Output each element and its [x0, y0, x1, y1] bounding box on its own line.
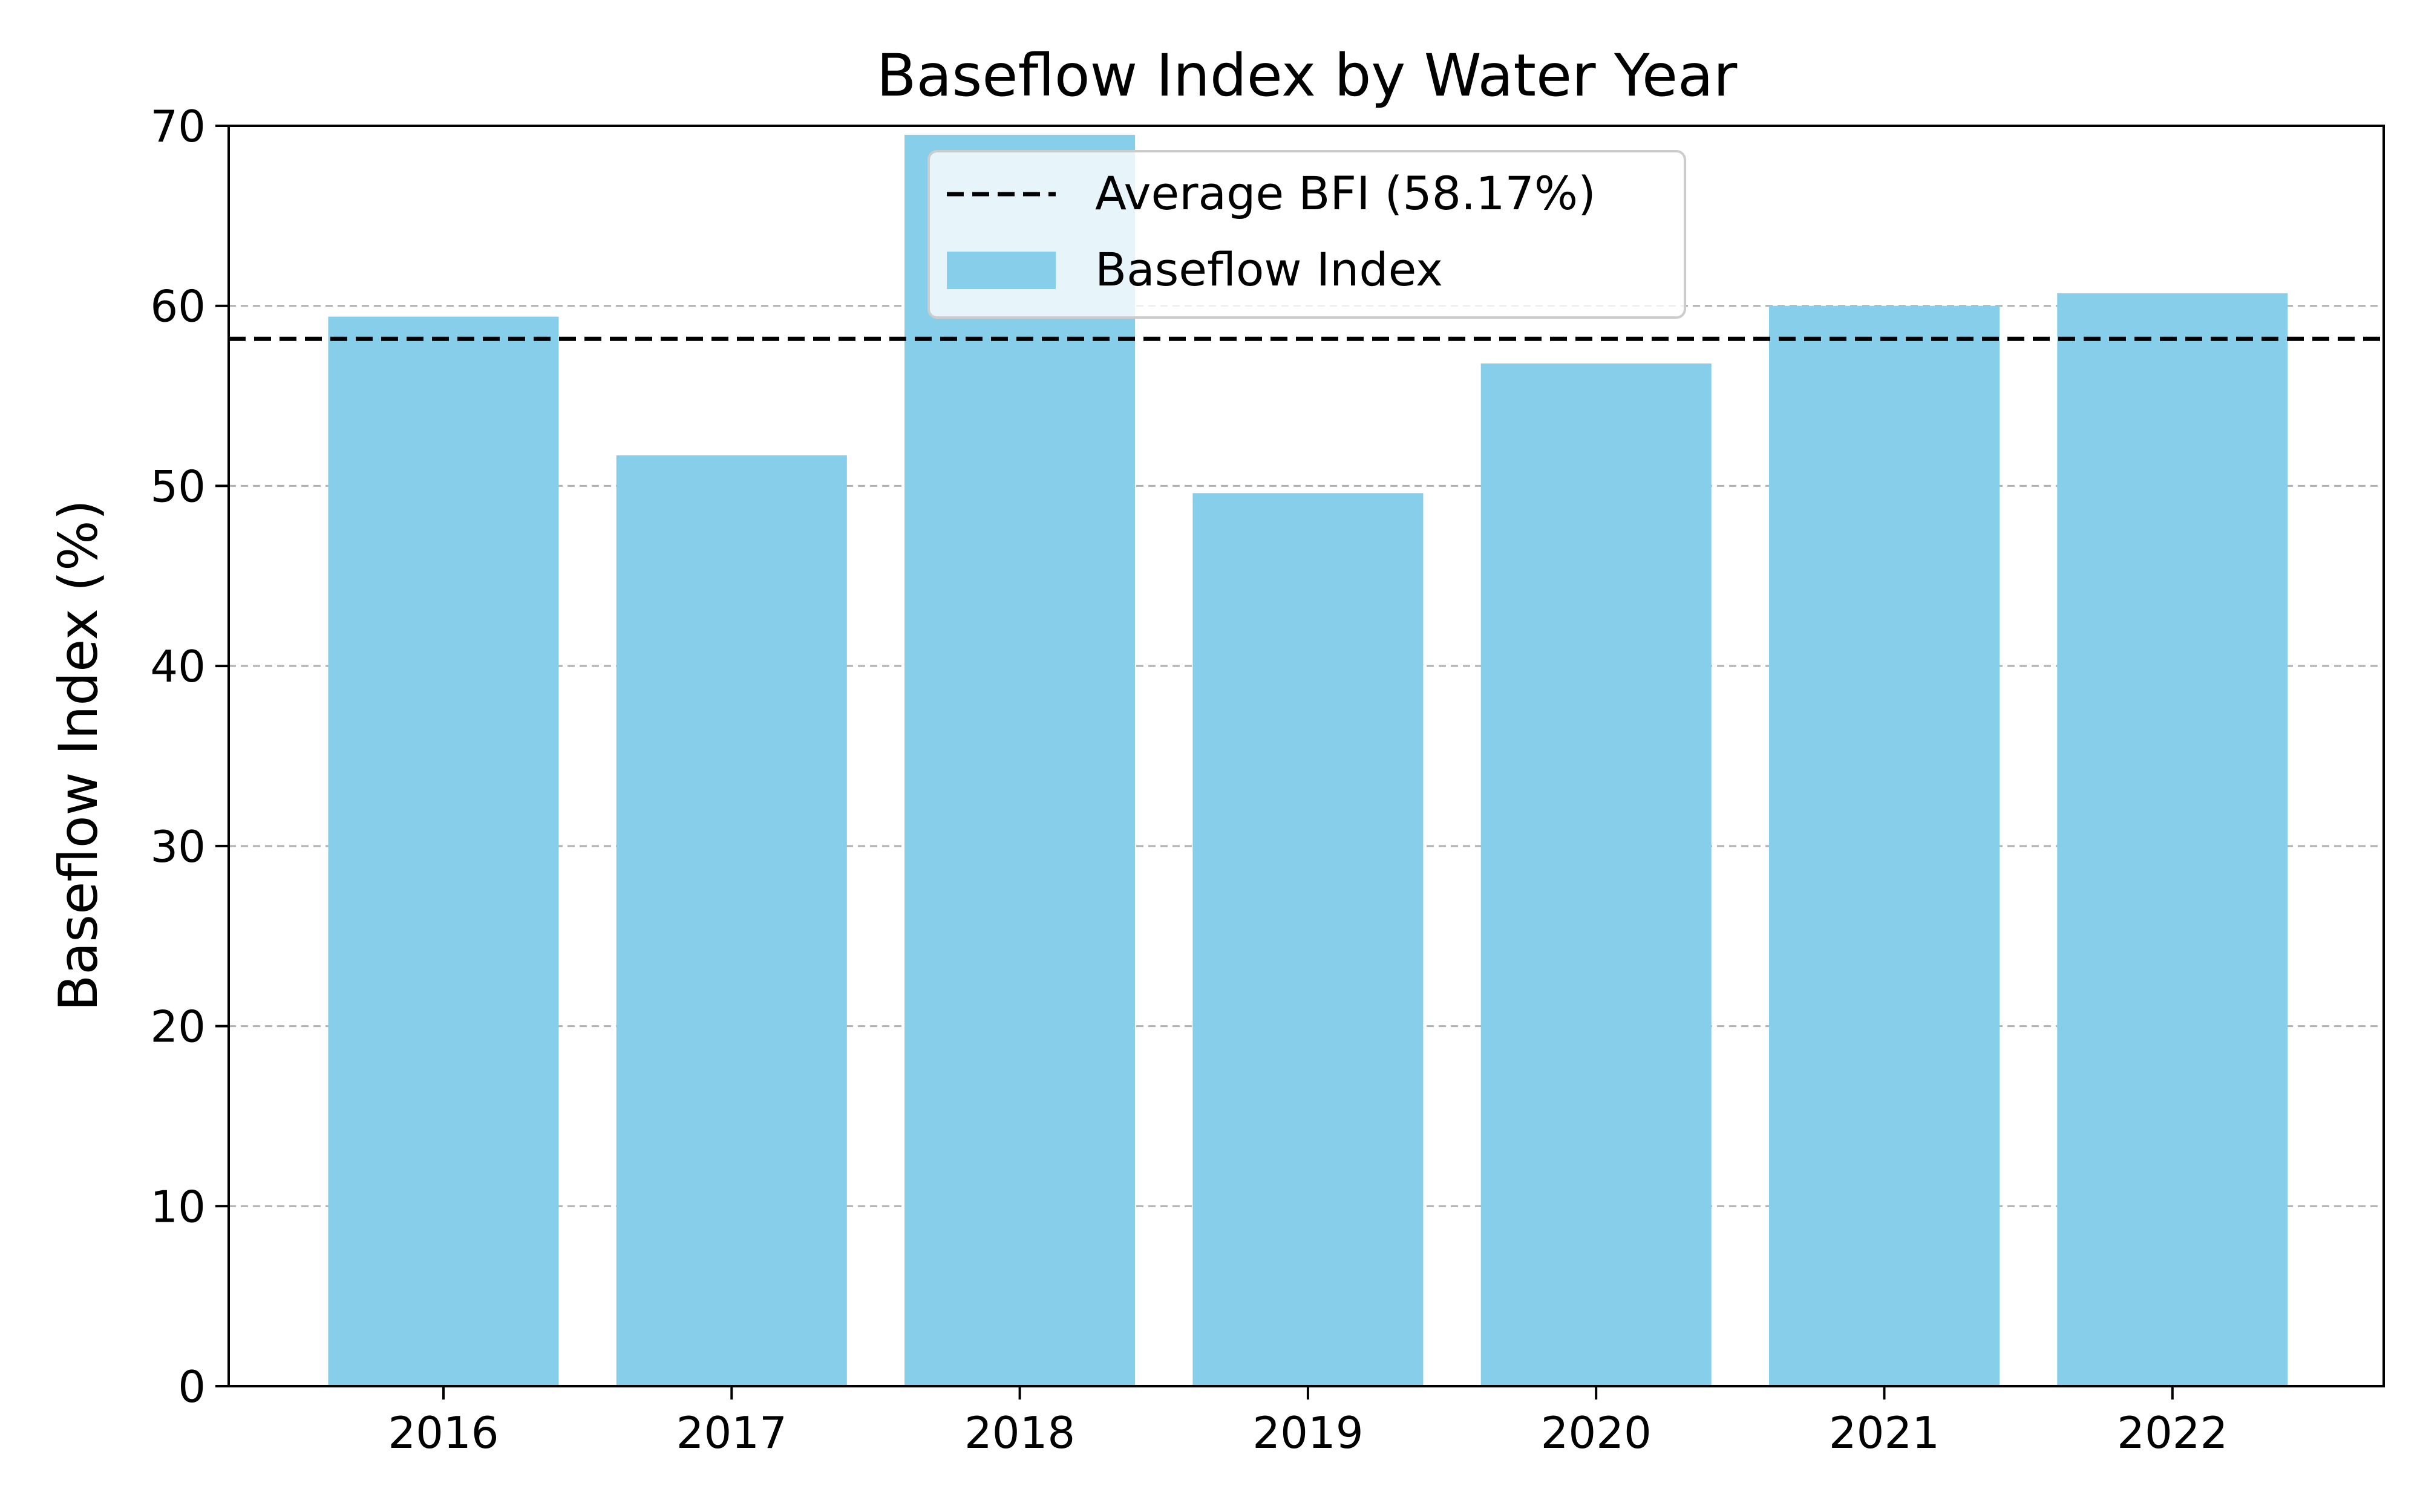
legend-label-baseflow: Baseflow Index — [1095, 243, 1443, 296]
y-tick-label: 10 — [150, 1181, 206, 1232]
plot-area-frame — [227, 125, 2385, 1387]
y-tick-label: 0 — [178, 1361, 206, 1412]
y-tick-label: 60 — [150, 281, 206, 332]
chart-title: Baseflow Index by Water Year — [877, 42, 1738, 109]
x-tick-label: 2016 — [388, 1407, 499, 1458]
x-tick-label: 2020 — [1541, 1407, 1652, 1458]
bar-2022 — [2057, 293, 2288, 1387]
y-tick-label: 40 — [150, 641, 206, 692]
x-tick-label: 2019 — [1252, 1407, 1363, 1458]
x-axis: 2016 2017 2018 2019 2020 2021 2022 — [388, 1386, 2228, 1458]
y-axis: 0 10 20 30 40 50 60 70 — [150, 101, 229, 1412]
bar-2021 — [1768, 305, 2000, 1386]
x-tick-label: 2018 — [964, 1407, 1075, 1458]
bar-2019 — [1192, 493, 1424, 1386]
legend-box — [927, 150, 1686, 319]
x-tick-label: 2021 — [1829, 1407, 1940, 1458]
y-axis-label: Baseflow Index (%) — [47, 500, 110, 1011]
y-tick-label: 70 — [150, 101, 206, 152]
bar-2020 — [1480, 363, 1712, 1386]
bar-2018 — [904, 134, 1136, 1386]
bar-2017 — [616, 455, 847, 1386]
bar-2016 — [328, 316, 559, 1386]
y-tick-label: 20 — [150, 1002, 206, 1052]
y-tick-label: 50 — [150, 461, 206, 512]
x-tick-label: 2017 — [676, 1407, 787, 1458]
legend-bar-swatch — [947, 252, 1056, 289]
bars — [328, 134, 2288, 1387]
legend-label-average: Average BFI (58.17%) — [1095, 166, 1596, 220]
x-tick-label: 2022 — [2117, 1407, 2228, 1458]
legend: Average BFI (58.17%) Baseflow Index — [927, 150, 1686, 319]
y-tick-label: 30 — [150, 821, 206, 872]
